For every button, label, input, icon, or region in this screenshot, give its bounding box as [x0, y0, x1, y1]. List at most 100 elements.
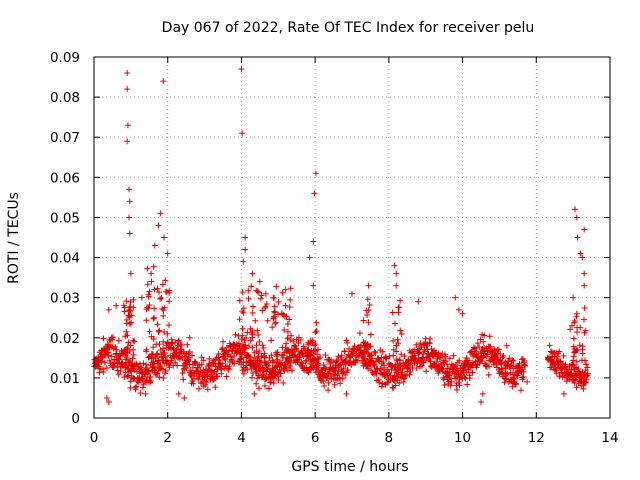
data-point [104, 349, 111, 356]
data-point [377, 366, 384, 373]
data-point [271, 309, 278, 316]
data-point [239, 325, 246, 332]
data-point [271, 313, 278, 320]
data-point [189, 352, 196, 359]
data-point [331, 381, 338, 388]
data-point [145, 293, 152, 300]
data-point [503, 342, 510, 349]
y-axis-label: ROTI / TECUs [6, 192, 22, 284]
data-point [260, 344, 267, 351]
data-point [261, 350, 268, 357]
data-point [186, 334, 193, 341]
data-point [151, 364, 158, 371]
data-point [284, 335, 291, 342]
data-point [132, 386, 139, 393]
y-tick-label: 0.02 [50, 331, 80, 347]
data-point [325, 387, 332, 394]
data-point [336, 374, 343, 381]
data-point [237, 348, 244, 355]
data-point [307, 356, 314, 363]
data-point [401, 353, 408, 360]
data-point [554, 353, 561, 360]
data-point [478, 358, 485, 365]
data-point [553, 370, 560, 377]
data-point [130, 296, 137, 303]
data-point [124, 138, 131, 145]
data-point [446, 372, 453, 379]
data-point [509, 356, 516, 363]
data-point [226, 347, 233, 354]
data-point [363, 360, 370, 367]
data-point [249, 270, 256, 277]
data-point [573, 310, 580, 317]
data-point [264, 317, 271, 324]
y-tick-label: 0.08 [50, 90, 80, 106]
data-point [513, 380, 520, 387]
data-point [240, 258, 247, 265]
data-point [198, 361, 205, 368]
data-point [113, 346, 120, 353]
data-points [91, 66, 591, 405]
data-point [245, 342, 252, 349]
data-point [503, 371, 510, 378]
data-point [155, 222, 162, 229]
data-point [396, 380, 403, 387]
data-point [579, 346, 586, 353]
data-point [101, 359, 108, 366]
data-point [242, 234, 249, 241]
data-point [264, 366, 271, 373]
data-point [441, 382, 448, 389]
data-point [121, 349, 128, 356]
data-point [162, 353, 169, 360]
data-point [236, 316, 243, 323]
data-point [254, 327, 261, 334]
data-point [313, 327, 320, 334]
data-point [280, 352, 287, 359]
data-point [124, 344, 131, 351]
data-point [556, 373, 563, 380]
data-point [190, 375, 197, 382]
data-point [200, 357, 207, 364]
data-point [125, 307, 132, 314]
data-point [362, 348, 369, 355]
data-point [299, 360, 306, 367]
data-point [265, 385, 272, 392]
data-point [275, 311, 282, 318]
data-point [279, 289, 286, 296]
x-tick-label: 14 [601, 430, 618, 446]
data-point [156, 374, 163, 381]
data-point [130, 351, 137, 358]
data-point [115, 355, 122, 362]
x-tick-labels: 0 2 4 6 8 10 12 14 [90, 430, 619, 446]
data-point [556, 348, 563, 355]
data-point [112, 343, 119, 350]
data-point [313, 319, 320, 326]
data-point [442, 358, 449, 365]
data-point [253, 342, 260, 349]
data-point [286, 354, 293, 361]
data-point [157, 295, 164, 302]
data-point [288, 332, 295, 339]
data-point [135, 379, 142, 386]
data-point [490, 358, 497, 365]
data-point [281, 326, 288, 333]
data-point [166, 344, 173, 351]
data-point [161, 328, 168, 335]
data-point [253, 380, 260, 387]
data-point [127, 378, 134, 385]
data-point [109, 336, 116, 343]
data-point [472, 345, 479, 352]
data-point [504, 370, 511, 377]
data-point [160, 78, 167, 85]
data-point [315, 361, 322, 368]
data-point [481, 332, 488, 339]
data-point [390, 352, 397, 359]
data-point [126, 347, 133, 354]
data-point [241, 337, 248, 344]
data-point [244, 329, 251, 336]
data-point [256, 348, 263, 355]
data-point [569, 361, 576, 368]
data-point [309, 337, 316, 344]
data-point [427, 335, 434, 342]
data-point [330, 359, 337, 366]
